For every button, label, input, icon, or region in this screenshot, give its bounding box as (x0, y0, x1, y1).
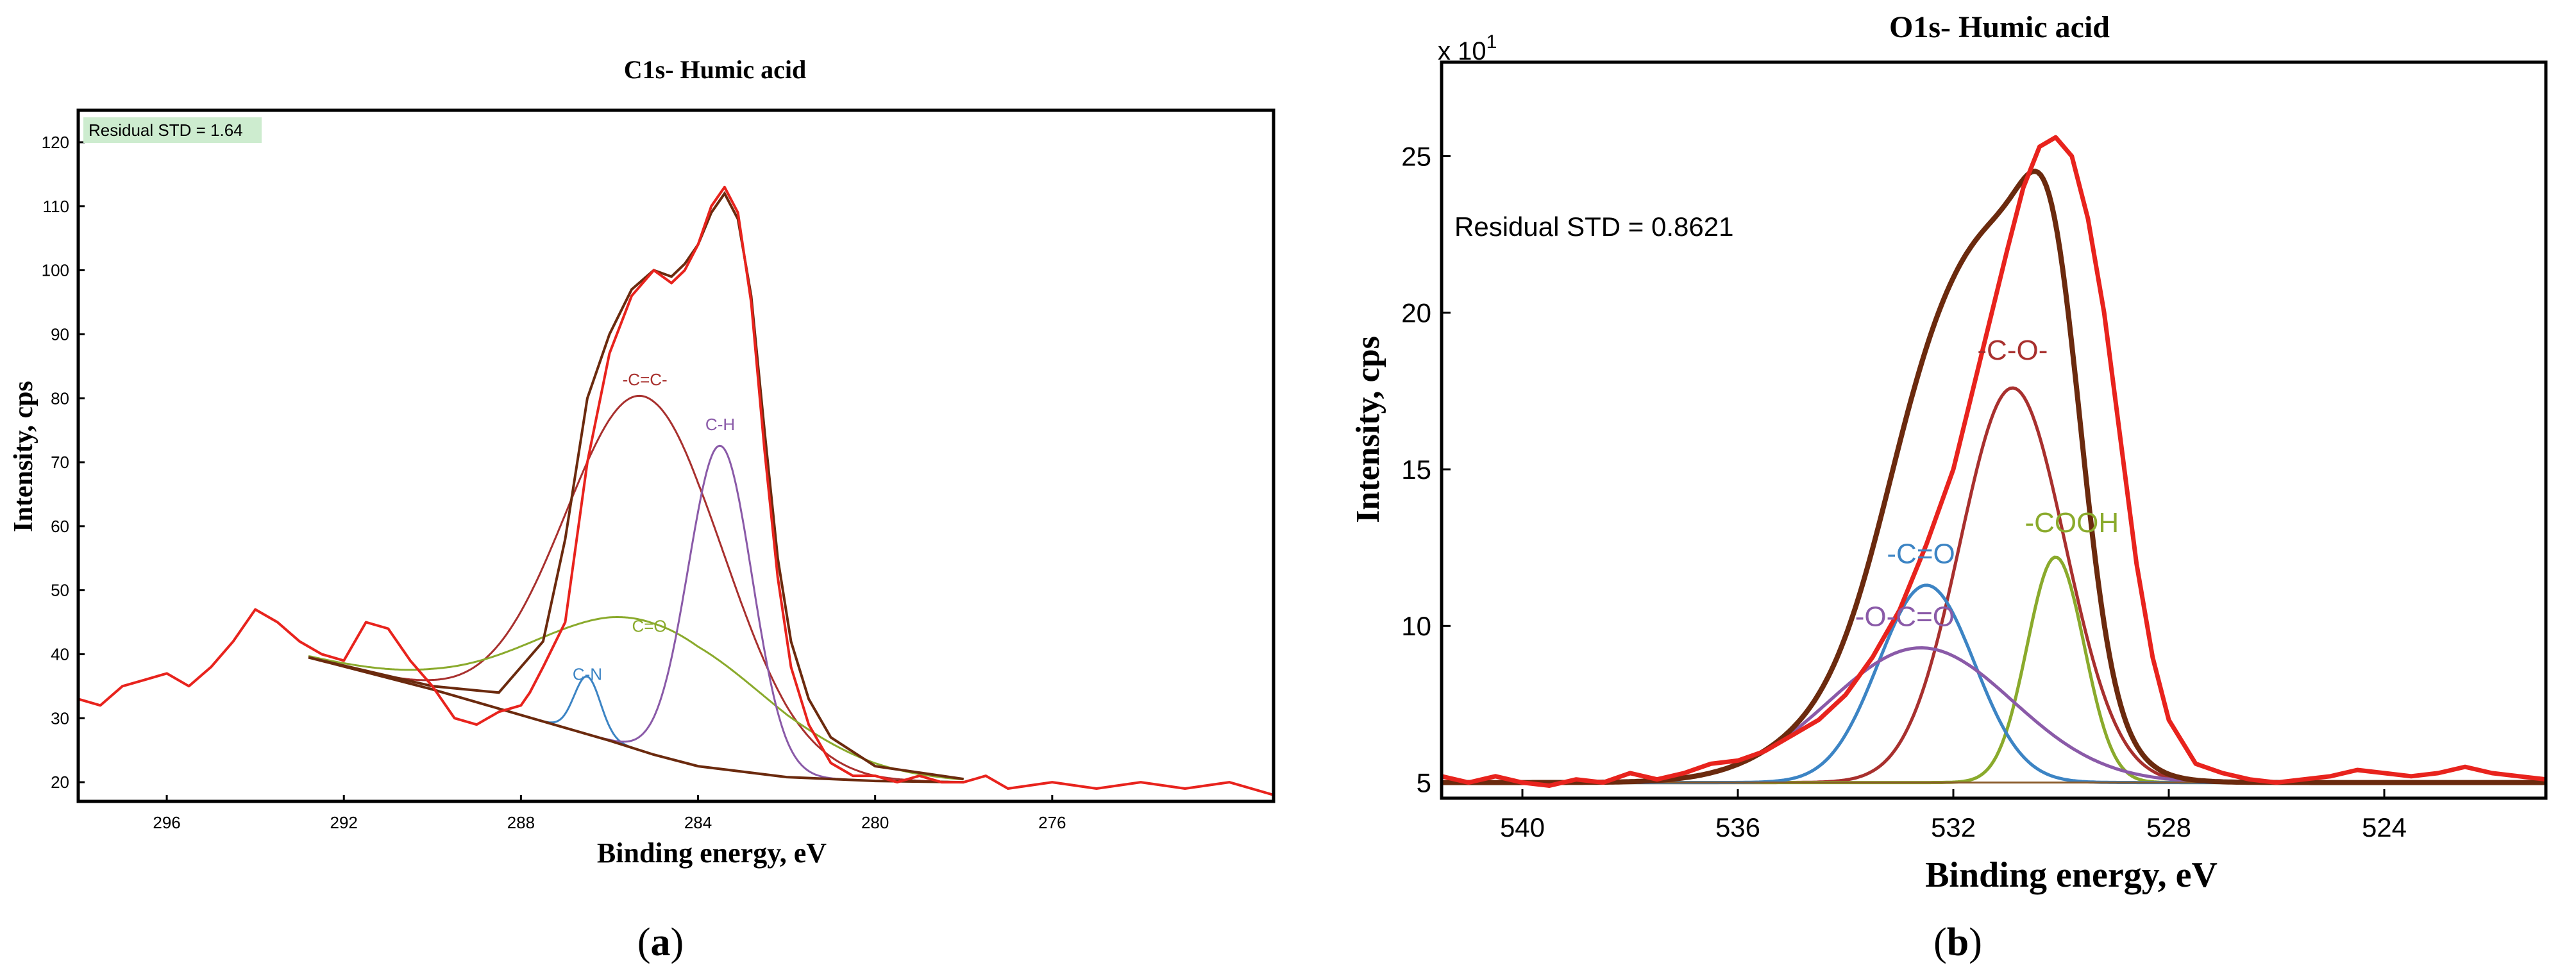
chart-b-plot-frame (1440, 60, 2548, 800)
chart-b-y-axis-label: Intensity, cps (1350, 336, 1386, 523)
chart-b-envelope-line (1442, 169, 2546, 785)
chart-a-x-tick-label: 280 (861, 813, 889, 832)
chart-a-x-tick-labels: 296 292 288 284 280 276 (153, 813, 1066, 832)
chart-b-peak-label: -C=O (1887, 539, 1955, 570)
chart-a-y-tick-label: 70 (51, 453, 69, 472)
chart-a-peak-label: C-H (705, 415, 735, 434)
panel-b-caption-letter: b (1947, 921, 1969, 964)
chart-b-x-tick-label: 540 (1500, 812, 1545, 842)
chart-a-x-tick-label: 296 (153, 813, 180, 832)
panel-a: C1s- Humic acid 20 30 40 50 60 70 80 90 100 110 12… (9, 55, 1275, 964)
chart-a-measured-line (78, 185, 1274, 796)
chart-b-x-tick-label: 528 (2146, 812, 2191, 842)
chart-a-x-axis-label: Binding energy, eV (597, 837, 827, 869)
chart-a-peak-labels: -C=C- C=O C-N C-H (573, 370, 735, 683)
panel-a-caption: (a) (637, 921, 684, 964)
chart-a-peak-label: C-N (573, 664, 602, 683)
chart-a-y-tick-label: 100 (42, 261, 69, 280)
chart-a-x-tick-label: 292 (330, 813, 358, 832)
chart-b-annotation: Residual STD = 0.8621 (1454, 212, 1733, 242)
chart-b-peak-label: -O-C=O (1855, 601, 1955, 632)
chart-b-y-tick-label: 10 (1401, 611, 1431, 641)
chart-a-x-tick-label: 288 (507, 813, 535, 832)
chart-b-curves (1442, 135, 2546, 788)
chart-b-x-tick-label: 524 (2362, 812, 2407, 842)
chart-b-y-tick-label: 5 (1417, 767, 1431, 798)
chart-b-measured-line (1442, 135, 2546, 788)
chart-a-plot-frame (76, 108, 1275, 803)
chart-a-curves (78, 185, 1274, 796)
chart-a-background-line (308, 656, 964, 784)
chart-a-title: C1s- Humic acid (624, 55, 806, 84)
chart-a-annotation: Residual STD = 1.64 (88, 121, 243, 140)
chart-a-y-tick-label: 30 (51, 708, 69, 728)
chart-b-peak-labels: -C-O- -COOH -C=O -O-C=O (1855, 335, 2119, 632)
chart-b-x-tick-labels: 540 536 532 528 524 (1500, 812, 2407, 842)
chart-a-y-tick-label: 80 (51, 389, 69, 408)
chart-b-y-tick-label: 20 (1401, 298, 1431, 328)
chart-b-y-tick-label: 15 (1401, 455, 1431, 485)
panel-a-caption-letter: a (651, 921, 671, 964)
chart-a-y-tick-label: 20 (51, 773, 69, 792)
chart-b-peak-label: -COOH (2025, 507, 2119, 539)
chart-b-y-tick-label: 25 (1401, 141, 1431, 171)
chart-a-peak-label: C=O (632, 616, 666, 635)
chart-b-x-tick-label: 532 (1931, 812, 1976, 842)
chart-a-y-tick-label: 110 (43, 197, 69, 216)
chart-b-x-axis-label: Binding energy, eV (1925, 855, 2218, 895)
chart-b-title: O1s- Humic acid (1889, 10, 2110, 44)
chart-a-component-cc (308, 394, 964, 783)
chart-b-y-tick-labels: 5 10 15 20 25 (1401, 141, 1431, 798)
chart-a-y-axis-label: Intensity, cps (9, 381, 38, 532)
chart-a-x-tick-label: 276 (1038, 813, 1066, 832)
chart-a-x-tick-label: 284 (684, 813, 712, 832)
chart-a-y-tick-label: 50 (51, 581, 69, 600)
chart-b-y-multiplier-exponent: 1 (1486, 31, 1497, 53)
chart-a-y-tick-label: 40 (51, 645, 69, 664)
panel-b-caption: (b) (1933, 921, 1982, 964)
chart-a-y-tick-label: 120 (42, 133, 69, 152)
chart-a-peak-label: -C=C- (623, 370, 668, 389)
chart-b-peak-label: -C-O- (1977, 335, 2048, 366)
chart-a-y-tick-label: 60 (51, 517, 69, 536)
chart-b-x-tick-label: 536 (1715, 812, 1760, 842)
chart-a-annotation-box (83, 117, 262, 143)
chart-a-y-tick-labels: 20 30 40 50 60 70 80 90 100 110 120 (42, 133, 69, 792)
chart-a-y-tick-label: 90 (51, 324, 69, 344)
